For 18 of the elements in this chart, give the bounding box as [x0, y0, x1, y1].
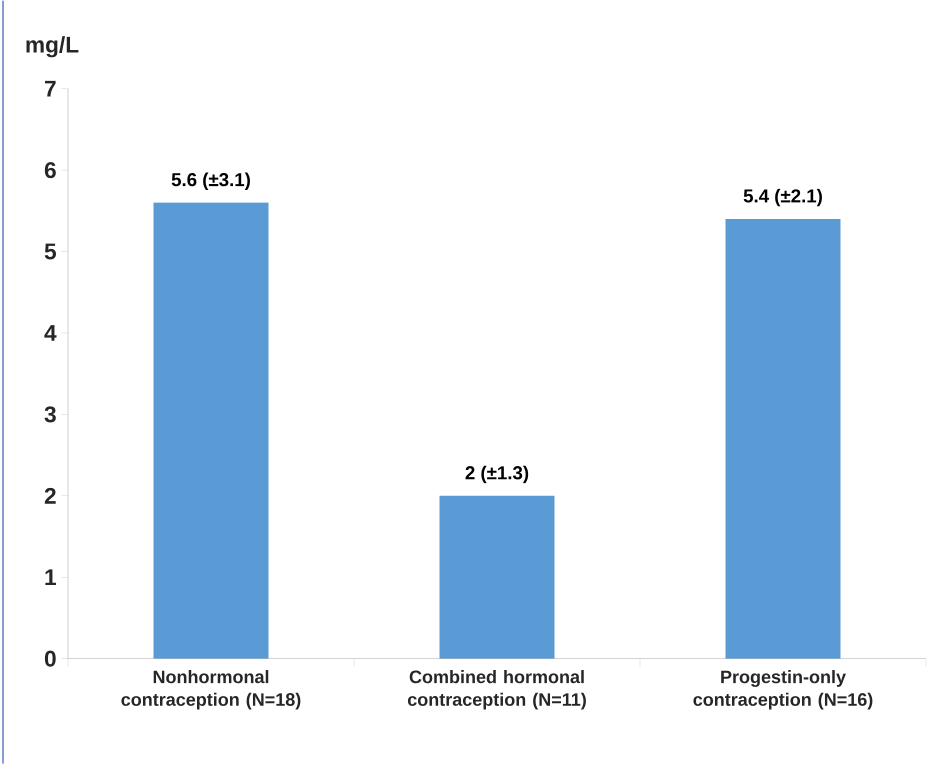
y-axis-title: mg/L: [26, 36, 78, 58]
data-label: 5.6 (±3.1): [172, 172, 250, 190]
y-tick-label: 1: [45, 569, 56, 585]
y-tick-label: 2: [44, 488, 56, 504]
y-tick-label: 6: [44, 162, 56, 178]
y-tick-label: 3: [44, 406, 56, 422]
bar: [726, 218, 841, 659]
y-tick-label: 7: [45, 80, 56, 96]
data-label: 5.4 (±2.1): [744, 188, 822, 206]
bar: [440, 496, 555, 659]
x-tick-label: Nonhormonal contraception (N=18): [121, 670, 300, 710]
x-tick-label: Combined hormonal contraception (N=11): [408, 670, 586, 710]
x-tick-label: Progestin-only contraception (N=16): [693, 670, 872, 710]
y-tick-label: 0: [44, 650, 56, 667]
data-label: 2 (±1.3): [466, 466, 528, 483]
bar: [154, 202, 269, 659]
y-tick-label: 4: [44, 324, 57, 341]
y-tick-label: 5: [44, 243, 56, 260]
